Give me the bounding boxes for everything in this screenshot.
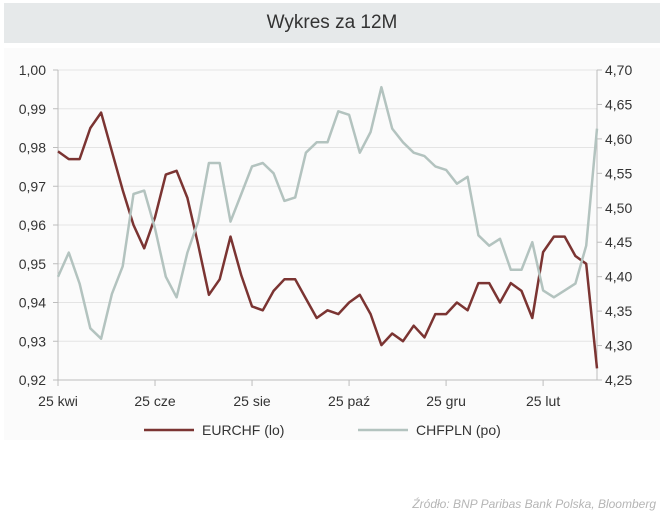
legend-label: EURCHF (lo) bbox=[202, 422, 284, 438]
right-axis: 4,25 4,30 4,35 4,40 4,45 4,50 4,55 4,60 4,65 4,70 bbox=[596, 62, 632, 388]
left-tick-label: 1,00 bbox=[19, 62, 46, 78]
x-axis: 25 kwi 25 cze 25 sie 25 paź 25 gru 25 lut bbox=[38, 379, 597, 409]
left-tick-label: 0,95 bbox=[19, 256, 46, 272]
right-tick-label: 4,25 bbox=[605, 372, 632, 388]
left-axis: 0,92 0,93 0,94 0,95 0,96 0,97 0,98 0,99 1,00 bbox=[19, 62, 59, 388]
right-tick-label: 4,50 bbox=[605, 200, 632, 216]
left-tick-label: 0,93 bbox=[19, 333, 46, 349]
source-note: Źródło: BNP Paribas Bank Polska, Bloombe… bbox=[412, 497, 656, 511]
chart-title: Wykres za 12M bbox=[266, 12, 398, 33]
right-tick-label: 4,30 bbox=[605, 338, 632, 354]
left-tick-label: 0,99 bbox=[19, 101, 46, 117]
right-tick-label: 4,70 bbox=[605, 62, 632, 78]
right-tick-label: 4,35 bbox=[605, 303, 632, 319]
series-line-chfpln bbox=[56, 85, 599, 340]
x-tick-label: 25 lut bbox=[526, 393, 560, 409]
plot-background bbox=[4, 48, 660, 440]
x-tick-label: 25 sie bbox=[233, 393, 271, 409]
left-tick-label: 0,97 bbox=[19, 178, 46, 194]
x-tick-label: 25 paź bbox=[328, 393, 370, 409]
left-tick-label: 0,98 bbox=[19, 140, 46, 156]
legend-label: CHFPLN (po) bbox=[416, 422, 501, 438]
chart-title-bar: Wykres za 12M bbox=[4, 3, 660, 43]
right-tick-label: 4,40 bbox=[605, 269, 632, 285]
left-tick-label: 0,94 bbox=[19, 295, 46, 311]
x-tick-label: 25 kwi bbox=[38, 393, 78, 409]
grid-lines bbox=[58, 69, 597, 381]
right-tick-label: 4,65 bbox=[605, 96, 632, 112]
left-tick-label: 0,96 bbox=[19, 217, 46, 233]
right-tick-label: 4,55 bbox=[605, 165, 632, 181]
legend: EURCHF (lo) CHFPLN (po) bbox=[144, 422, 501, 438]
series-line-eurchf bbox=[57, 111, 599, 369]
left-tick-label: 0,92 bbox=[19, 372, 46, 388]
x-tick-label: 25 cze bbox=[134, 393, 175, 409]
series-lines bbox=[56, 85, 599, 369]
right-tick-label: 4,45 bbox=[605, 234, 632, 250]
x-tick-label: 25 gru bbox=[426, 393, 466, 409]
right-tick-label: 4,60 bbox=[605, 131, 632, 147]
